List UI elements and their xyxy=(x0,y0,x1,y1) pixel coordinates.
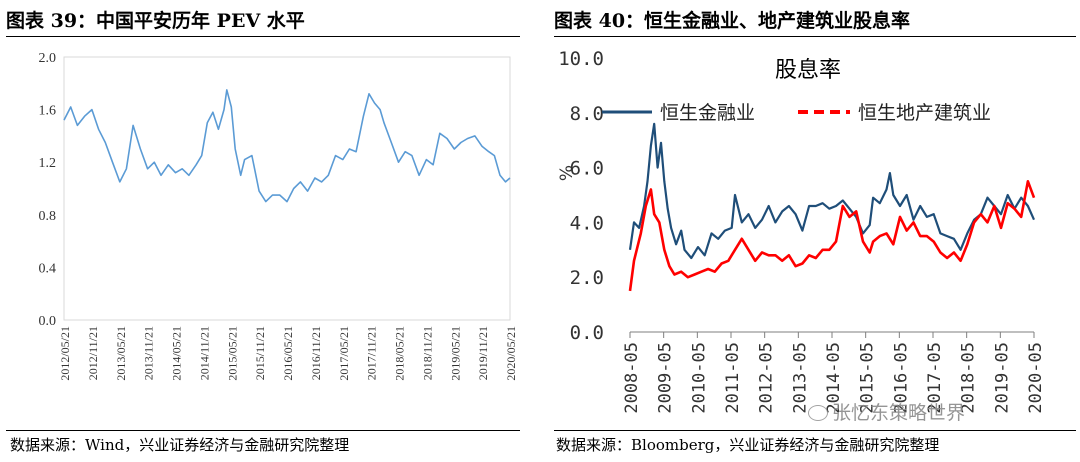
watermark: 张忆东策略世界 xyxy=(808,398,965,425)
x-tick-label: 2015-05 xyxy=(858,342,878,414)
y-tick-label: 0.0 xyxy=(39,314,57,329)
legend-label-property: 恒生地产建筑业 xyxy=(858,102,991,124)
x-tick-label: 2014-05 xyxy=(824,342,844,414)
x-tick-label: 2020-05 xyxy=(1026,342,1046,414)
x-tick-label: 2010-05 xyxy=(689,342,709,414)
wechat-icon xyxy=(808,405,828,421)
right-source-rule xyxy=(554,430,1076,431)
right-source-note: 数据来源：Bloomberg，兴业证券经济与金融研究院整理 xyxy=(556,436,940,454)
left-title-rule xyxy=(6,36,520,37)
series-line-financials xyxy=(628,122,1036,260)
plot-area xyxy=(63,56,511,321)
y-tick-label: 8.0 xyxy=(570,103,604,125)
x-tick-label: 2015/11/21 xyxy=(253,326,267,380)
x-tick-label: 2011-05 xyxy=(723,342,743,414)
x-tick-label: 2013-05 xyxy=(790,342,810,414)
y-tick-label: 0.8 xyxy=(39,209,57,224)
x-tick-label: 2018-05 xyxy=(959,342,979,414)
y-axis-label: % xyxy=(557,165,577,181)
pev-line-chart: 0.0 0.4 0.8 1.2 1.6 2.0 2012/05/21 2012/11/21 20… xyxy=(39,51,519,381)
x-tick-label: 2016/05/21 xyxy=(281,326,295,381)
left-source-note: 数据来源：Wind，兴业证券经济与金融研究院整理 xyxy=(10,436,350,454)
x-tick-label: 2020/05/21 xyxy=(504,326,518,381)
legend-label-financials: 恒生金融业 xyxy=(660,102,755,124)
y-tick-label: 0.4 xyxy=(39,261,57,276)
x-tick-label: 2015/05/21 xyxy=(225,326,239,381)
y-tick-label: 6.0 xyxy=(570,158,604,180)
dividend-yield-line-chart: 0.0 2.0 4.0 6.0 8.0 10.0% 股息率 2008-05 2009-05 201… xyxy=(557,48,1046,414)
y-tick-label: 0.0 xyxy=(570,322,604,344)
x-tick-label: 2012-05 xyxy=(757,342,777,414)
y-tick-label: 2.0 xyxy=(570,267,604,289)
x-tick-label: 2008-05 xyxy=(622,342,642,414)
x-tick-label: 2017/05/21 xyxy=(337,326,351,381)
y-tick-label: 1.6 xyxy=(39,104,57,119)
x-tick-label: 2012/11/21 xyxy=(86,326,100,380)
series-line-property xyxy=(628,180,1036,292)
y-tick-label: 1.2 xyxy=(39,156,57,171)
x-tick-label: 2017-05 xyxy=(925,342,945,414)
y-tick-label: 2.0 xyxy=(39,51,57,66)
x-tick-label: 2016-05 xyxy=(891,342,911,414)
x-tick-label: 2013/11/21 xyxy=(142,326,156,380)
x-tick-label: 2019/11/21 xyxy=(476,326,490,380)
y-tick-label: 10.0 xyxy=(558,48,604,70)
x-tick-label: 2017/11/21 xyxy=(365,326,379,380)
x-tick-label: 2014/11/21 xyxy=(197,326,211,380)
series-line-pev xyxy=(63,89,511,203)
left-source-rule xyxy=(6,430,520,431)
right-title-rule xyxy=(554,36,1076,37)
x-tick-label: 2014/05/21 xyxy=(170,326,184,381)
y-tick-label: 4.0 xyxy=(570,212,604,234)
x-tick-label: 2019/05/21 xyxy=(448,326,462,381)
left-chart-title: 图表 39：中国平安历年 PEV 水平 xyxy=(6,10,305,32)
x-tick-label: 2018/11/21 xyxy=(420,326,434,380)
x-tick-label: 2019-05 xyxy=(992,342,1012,414)
right-chart-title: 图表 40：恒生金融业、地产建筑业股息率 xyxy=(554,10,911,32)
x-tick-label: 2016/11/21 xyxy=(309,326,323,380)
chart-inner-title: 股息率 xyxy=(775,58,841,83)
watermark-text: 张忆东策略世界 xyxy=(832,402,966,424)
x-tick-label: 2009-05 xyxy=(656,342,676,414)
x-tick-label: 2018/05/21 xyxy=(393,326,407,381)
x-tick-label: 2013/05/21 xyxy=(114,326,128,381)
x-tick-label: 2012/05/21 xyxy=(58,326,72,381)
